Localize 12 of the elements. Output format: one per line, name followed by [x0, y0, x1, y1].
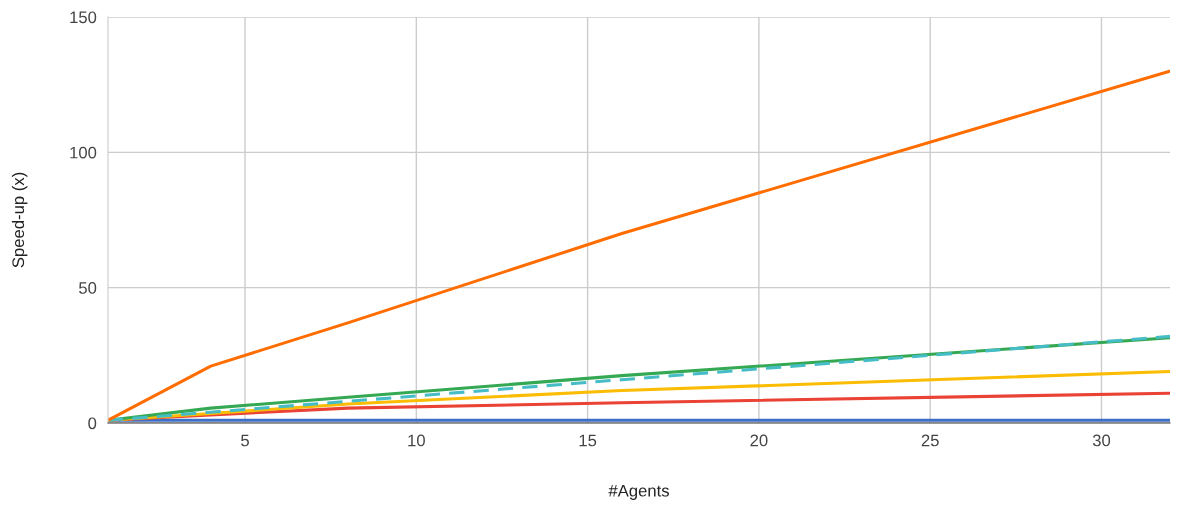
x-tick-label: 15 [579, 434, 597, 447]
y-tick-label: 150 [70, 11, 97, 24]
x-axis-title: #Agents [608, 484, 669, 500]
y-tick-label: 50 [79, 282, 97, 294]
x-tick-label: 5 [241, 434, 249, 447]
y-tick-label: 0 [88, 417, 97, 430]
y-axis-title: Speed-up (x) [11, 172, 28, 268]
x-tick-label: 25 [921, 434, 939, 447]
y-tick-label: 100 [70, 146, 97, 159]
x-tick-label: 20 [750, 434, 768, 447]
x-tick-label: 10 [408, 434, 425, 447]
x-tick-label: 30 [1092, 434, 1111, 447]
